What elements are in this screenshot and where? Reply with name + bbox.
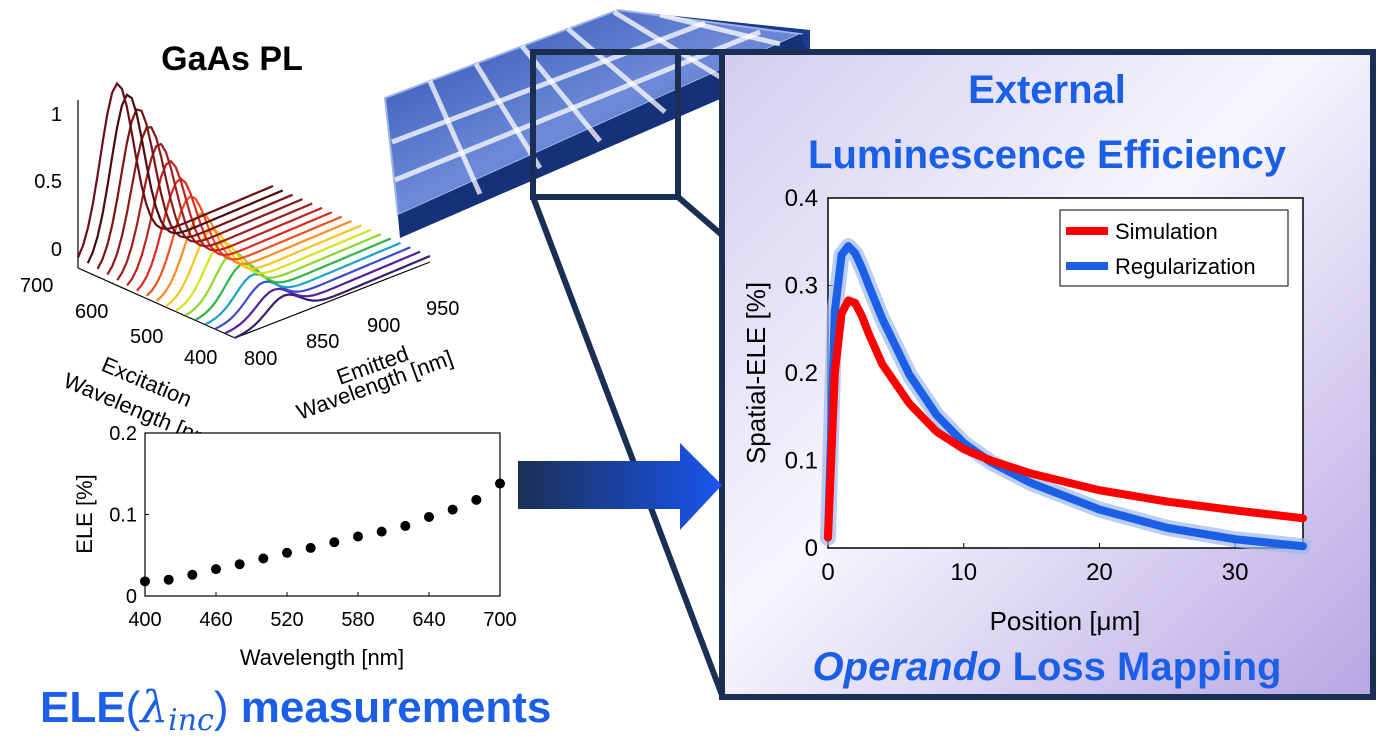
main-footer: Operando Loss Mapping [813, 645, 1282, 689]
pl-spectrum-curve [185, 233, 382, 317]
main-title-line2: Luminescence Efficiency [808, 133, 1287, 177]
pl-spectrum-curve [234, 254, 431, 339]
pl-spectrum-curve [136, 177, 333, 292]
ele-data-point [471, 494, 482, 505]
solar-cell-grid [391, 9, 781, 196]
pl-emitted-axis [234, 261, 431, 339]
series-line-regularization [824, 242, 1307, 551]
ele-y-tick-label: 0.2 [109, 423, 137, 445]
ele-data-point [447, 504, 458, 515]
pl-title: GaAs PL [161, 40, 303, 78]
main-y-tick-label: 0.2 [785, 360, 818, 387]
pl-z-tick-0: 0 [51, 239, 62, 261]
series-line-simulation [824, 296, 1307, 542]
ele-heading-suffix: measurements [241, 683, 552, 732]
pl-spectrum-curve [175, 228, 372, 312]
main-x-tick-label: 10 [950, 559, 977, 586]
ele-heading: ELE(λinc) measurements [40, 682, 551, 738]
ele-data-point [329, 537, 340, 548]
ele-x-tick-label: 460 [199, 609, 232, 631]
pl-exc-tick-700: 700 [20, 275, 53, 297]
ele-plot-area [144, 432, 501, 597]
ele-y-tick-label: 0.1 [109, 505, 137, 527]
spatial-ele-chart: 0 10 20 30 0 0.1 0.2 0.3 0.4 Simulation Regulariza… [785, 185, 1311, 586]
footer-italic: Operando [813, 645, 1002, 689]
main-y-tick-label: 0.3 [785, 273, 818, 300]
ele-data-point [234, 559, 245, 570]
pl-z-tick-05: 0.5 [34, 171, 62, 193]
ele-heading-sub: inc [168, 703, 214, 738]
footer-rest: Loss Mapping [1001, 645, 1281, 689]
ele-data-point [140, 576, 150, 587]
ele-data-point [163, 574, 174, 585]
ele-y-axis-label: ELE [%] [72, 474, 97, 553]
ele-x-tick-label: 400 [128, 609, 161, 631]
ele-heading-lambda: λ [138, 682, 168, 733]
pl-spectrum-curve [224, 250, 421, 335]
legend-box [1059, 209, 1289, 287]
ele-data-point [353, 531, 363, 542]
pl-em-tick-800: 800 [244, 348, 277, 370]
pl-exc-tick-500: 500 [130, 326, 163, 348]
main-x-tick-label: 0 [821, 559, 834, 586]
pl-spectrum-curve [214, 246, 411, 330]
pl-spectrum-curve [205, 241, 401, 326]
ele-data-point [282, 547, 292, 558]
flow-arrow [518, 443, 722, 530]
pl-em-tick-950: 950 [426, 298, 459, 320]
ele-x-axis-label: Wavelength [nm] [240, 645, 404, 670]
pl-em-tick-850: 850 [306, 331, 339, 353]
main-x-tick-label: 30 [1222, 559, 1249, 586]
ele-y-tick-label: 0 [126, 586, 137, 608]
ele-heading-open: ( [126, 683, 141, 732]
main-x-tick-label: 20 [1086, 559, 1113, 586]
main-y-tick-label: 0 [805, 535, 818, 562]
ele-data-point [187, 569, 198, 580]
ele-data-point [211, 564, 221, 575]
main-y-tick-label: 0.1 [785, 448, 818, 475]
pl-z-tick-1: 1 [51, 104, 62, 126]
legend-label-simulation: Simulation [1115, 219, 1218, 244]
ele-x-tick-label: 520 [270, 609, 303, 631]
pl-spectrum-curve [195, 237, 392, 321]
legend-label-regularization: Regularization [1115, 254, 1256, 279]
ele-data-point [376, 526, 387, 537]
main-legend: Simulation Regularization [1059, 209, 1289, 287]
ele-x-tick-label: 580 [341, 609, 374, 631]
ele-data-point [424, 511, 434, 522]
ele-heading-text: ELE [40, 683, 126, 732]
ele-data-point [495, 478, 505, 489]
ele-x-tick-label: 640 [412, 609, 445, 631]
main-y-axis-label: Spatial-ELE [%] [741, 282, 771, 464]
zoom-callout [530, 49, 725, 697]
main-x-axis-label: Position [μm] [990, 606, 1141, 636]
pl-spectrum-curve [116, 142, 313, 281]
main-title-line1: External [968, 68, 1126, 112]
pl-spectrum-curve [145, 194, 343, 297]
ele-wavelength-chart: 400 460 520 580 640 700 0 0.1 0.2 [109, 423, 517, 631]
solar-panel-illustration [383, 8, 810, 238]
pl-em-tick-900: 900 [367, 315, 400, 337]
pl-spectrum-curve [106, 126, 303, 276]
pl-spectrum-curve [86, 93, 284, 264]
ele-data-point [258, 553, 269, 564]
ele-heading-close: ) [214, 683, 241, 732]
pl-exc-tick-600: 600 [75, 301, 108, 323]
ele-data-point [400, 520, 411, 531]
pl-spectrum-curve [165, 224, 362, 307]
pl-excitation-axis [77, 267, 236, 339]
pl-spectrum-curve [76, 81, 274, 258]
ele-x-tick-label: 700 [483, 609, 516, 631]
main-y-tick-label: 0.4 [785, 185, 818, 212]
ele-data-point [305, 542, 316, 553]
pl-exc-tick-400: 400 [184, 347, 217, 369]
